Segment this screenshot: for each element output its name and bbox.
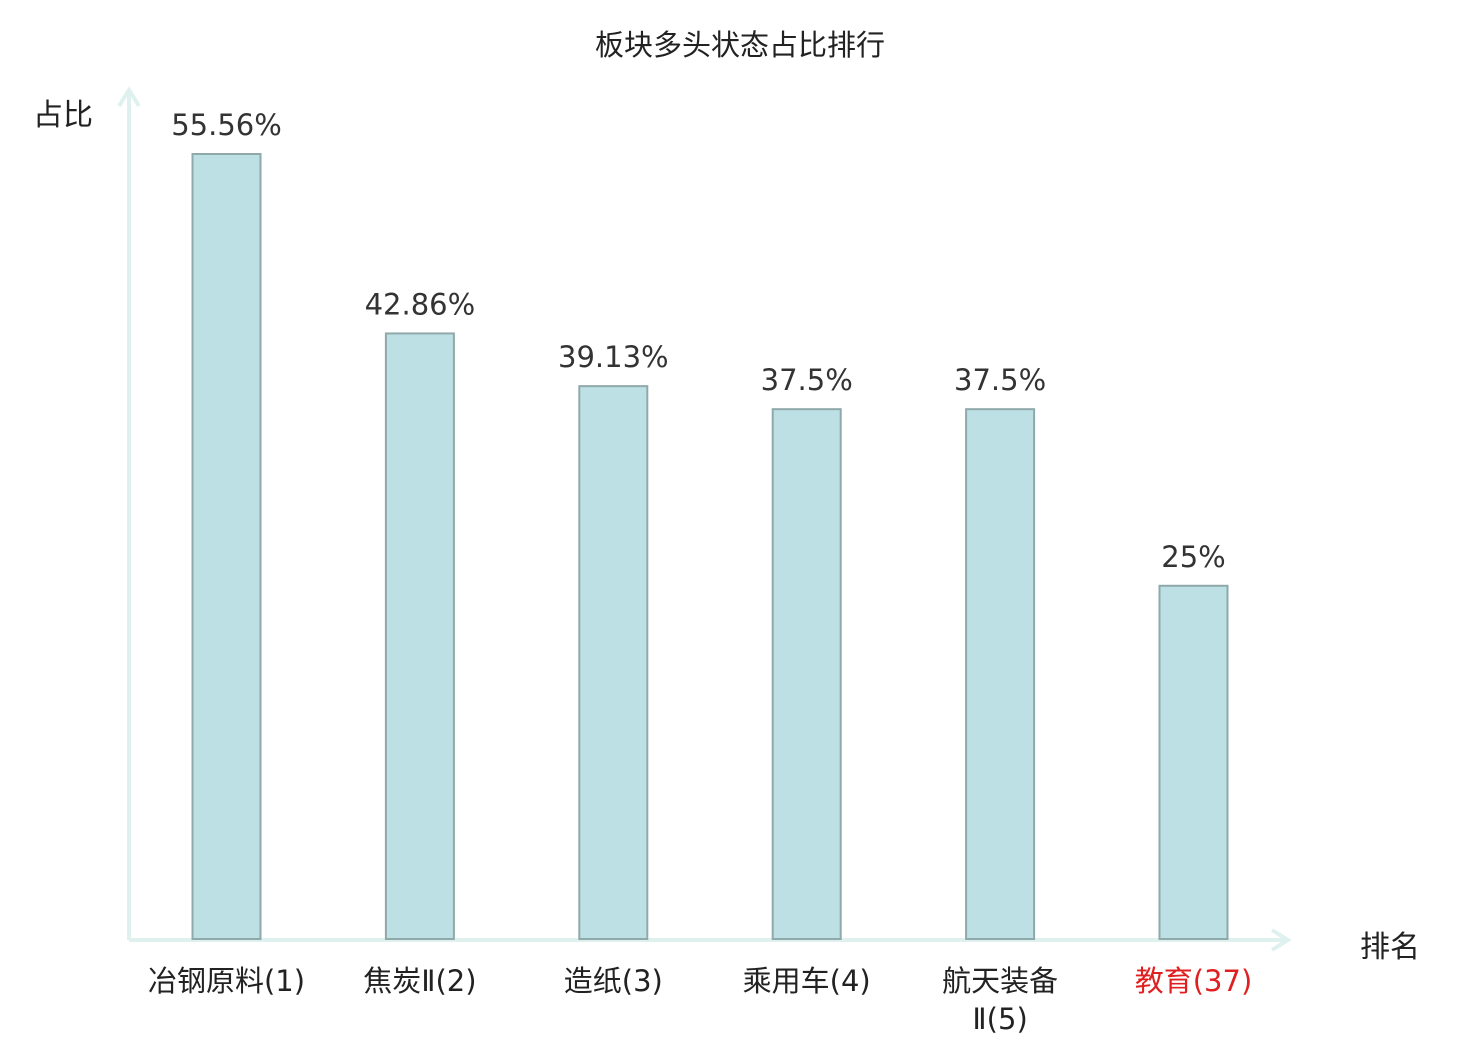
bar: [578, 385, 649, 940]
category-label: 教育(37): [1134, 964, 1253, 998]
chart-title: 板块多头状态占比排行: [594, 28, 885, 62]
category-label: 航天装备Ⅱ(5): [942, 964, 1059, 1036]
bar-value-label: 55.56%: [171, 108, 282, 142]
bar: [965, 408, 1036, 941]
bar: [1158, 584, 1229, 940]
bar-value-label: 37.5%: [761, 363, 853, 397]
category-label: 乘用车(4): [742, 964, 871, 998]
x-axis-label: 排名: [1360, 930, 1420, 965]
bar: [191, 153, 262, 940]
category-label: 冶钢原料(1): [147, 964, 306, 998]
category-label: 焦炭Ⅱ(2): [363, 964, 477, 998]
bar-value-label: 37.5%: [954, 363, 1046, 397]
category-label: 造纸(3): [563, 964, 663, 998]
y-axis-label: 占比: [33, 98, 93, 133]
bar-value-label: 39.13%: [558, 340, 669, 374]
bar: [384, 332, 455, 940]
bar-value-label: 42.86%: [365, 287, 476, 321]
y-axis-arrow: [117, 86, 141, 108]
x-axis-arrow: [1270, 928, 1292, 952]
bar: [771, 408, 842, 941]
bar-value-label: 25%: [1161, 540, 1225, 574]
